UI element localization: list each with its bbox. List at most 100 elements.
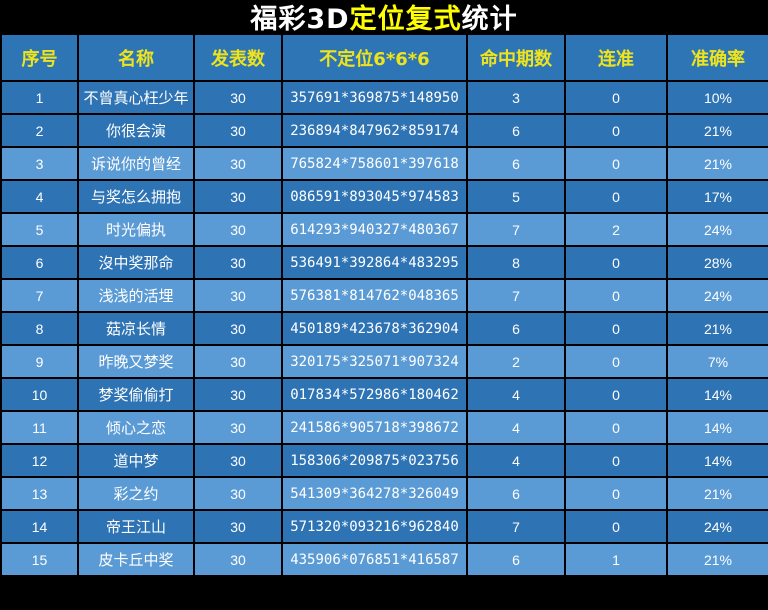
cell-accuracy: 21% [666, 146, 768, 181]
cell-combo: 236894*847962*859174 [281, 113, 468, 148]
cell-name: 倾心之恋 [77, 410, 195, 445]
title-part-highlight: 定位复式 [349, 4, 462, 35]
cell-no: 1 [0, 80, 79, 115]
cell-published: 30 [193, 377, 283, 412]
cell-no: 11 [0, 410, 79, 445]
table-row: 3 诉说你的曾经 30 765824*758601*397618 6 0 21% [0, 146, 768, 181]
cell-streak: 0 [564, 113, 668, 148]
cell-accuracy: 21% [666, 542, 768, 577]
table-row: 14 帝王江山 30 571320*093216*962840 7 0 24% [0, 509, 768, 544]
cell-combo: 571320*093216*962840 [281, 509, 468, 544]
cell-streak: 0 [564, 146, 668, 181]
cell-published: 30 [193, 212, 283, 247]
cell-combo: 357691*369875*148950 [281, 80, 468, 115]
cell-streak: 0 [564, 245, 668, 280]
cell-name: 你很会演 [77, 113, 195, 148]
cell-hits: 7 [466, 278, 566, 313]
cell-no: 4 [0, 179, 79, 214]
cell-no: 14 [0, 509, 79, 544]
cell-streak: 1 [564, 542, 668, 577]
cell-accuracy: 14% [666, 410, 768, 445]
cell-published: 30 [193, 245, 283, 280]
cell-name: 时光偏执 [77, 212, 195, 247]
cell-combo: 614293*940327*480367 [281, 212, 468, 247]
col-header-published: 发表数 [193, 33, 283, 82]
cell-name: 菇凉长情 [77, 311, 195, 346]
cell-published: 30 [193, 146, 283, 181]
table-row: 15 皮卡丘中奖 30 435906*076851*416587 6 1 21% [0, 542, 768, 577]
cell-no: 3 [0, 146, 79, 181]
col-header-combo: 不定位6*6*6 [281, 33, 468, 82]
cell-name: 皮卡丘中奖 [77, 542, 195, 577]
cell-no: 8 [0, 311, 79, 346]
cell-name: 沒中奖那命 [77, 245, 195, 280]
cell-accuracy: 24% [666, 212, 768, 247]
table-body: 1 不曾真心枉少年 30 357691*369875*148950 3 0 10% 2 你很会演… [0, 80, 768, 577]
cell-combo: 576381*814762*048365 [281, 278, 468, 313]
cell-published: 30 [193, 311, 283, 346]
cell-name: 浅浅的活埋 [77, 278, 195, 313]
cell-combo: 541309*364278*326049 [281, 476, 468, 511]
cell-accuracy: 14% [666, 377, 768, 412]
cell-hits: 8 [466, 245, 566, 280]
cell-hits: 6 [466, 476, 566, 511]
table-row: 6 沒中奖那命 30 536491*392864*483295 8 0 28% [0, 245, 768, 280]
cell-combo: 086591*893045*974583 [281, 179, 468, 214]
cell-streak: 0 [564, 80, 668, 115]
cell-no: 12 [0, 443, 79, 478]
cell-published: 30 [193, 476, 283, 511]
cell-name: 彩之约 [77, 476, 195, 511]
cell-accuracy: 21% [666, 311, 768, 346]
cell-name: 与奖怎么拥抱 [77, 179, 195, 214]
cell-no: 9 [0, 344, 79, 379]
cell-streak: 0 [564, 179, 668, 214]
cell-combo: 320175*325071*907324 [281, 344, 468, 379]
header-row: 序号 名称 发表数 不定位6*6*6 命中期数 连准 准确率 [0, 33, 768, 82]
cell-no: 10 [0, 377, 79, 412]
cell-accuracy: 24% [666, 278, 768, 313]
cell-hits: 7 [466, 509, 566, 544]
table-row: 9 昨晚又梦奖 30 320175*325071*907324 2 0 7% [0, 344, 768, 379]
table-header: 序号 名称 发表数 不定位6*6*6 命中期数 连准 准确率 [0, 33, 768, 82]
page-title: 福彩3D 定位复式 统计 [0, 0, 768, 35]
cell-hits: 6 [466, 146, 566, 181]
col-header-index: 序号 [0, 33, 79, 82]
cell-streak: 0 [564, 443, 668, 478]
cell-combo: 536491*392864*483295 [281, 245, 468, 280]
cell-hits: 3 [466, 80, 566, 115]
cell-hits: 6 [466, 113, 566, 148]
cell-published: 30 [193, 113, 283, 148]
cell-accuracy: 17% [666, 179, 768, 214]
cell-no: 15 [0, 542, 79, 577]
cell-no: 7 [0, 278, 79, 313]
cell-name: 诉说你的曾经 [77, 146, 195, 181]
cell-hits: 4 [466, 443, 566, 478]
title-part-suffix: 统计 [461, 4, 518, 35]
table-row: 10 梦奖偷偷打 30 017834*572986*180462 4 0 14% [0, 377, 768, 412]
col-header-streak: 连准 [564, 33, 668, 82]
title-part-app: 福彩3D [250, 4, 350, 35]
cell-accuracy: 10% [666, 80, 768, 115]
cell-streak: 0 [564, 311, 668, 346]
cell-published: 30 [193, 410, 283, 445]
stats-table: 序号 名称 发表数 不定位6*6*6 命中期数 连准 准确率 1 不曾真心枉少年 3… [0, 33, 768, 577]
table-row: 12 道中梦 30 158306*209875*023756 4 0 14% [0, 443, 768, 478]
cell-accuracy: 28% [666, 245, 768, 280]
cell-accuracy: 7% [666, 344, 768, 379]
cell-accuracy: 21% [666, 113, 768, 148]
cell-name: 帝王江山 [77, 509, 195, 544]
cell-accuracy: 24% [666, 509, 768, 544]
cell-streak: 0 [564, 278, 668, 313]
cell-combo: 017834*572986*180462 [281, 377, 468, 412]
cell-name: 梦奖偷偷打 [77, 377, 195, 412]
table-row: 11 倾心之恋 30 241586*905718*398672 4 0 14% [0, 410, 768, 445]
table-row: 4 与奖怎么拥抱 30 086591*893045*974583 5 0 17% [0, 179, 768, 214]
cell-no: 13 [0, 476, 79, 511]
cell-streak: 0 [564, 509, 668, 544]
cell-combo: 450189*423678*362904 [281, 311, 468, 346]
col-header-name: 名称 [77, 33, 195, 82]
cell-published: 30 [193, 179, 283, 214]
cell-hits: 7 [466, 212, 566, 247]
table-row: 13 彩之约 30 541309*364278*326049 6 0 21% [0, 476, 768, 511]
